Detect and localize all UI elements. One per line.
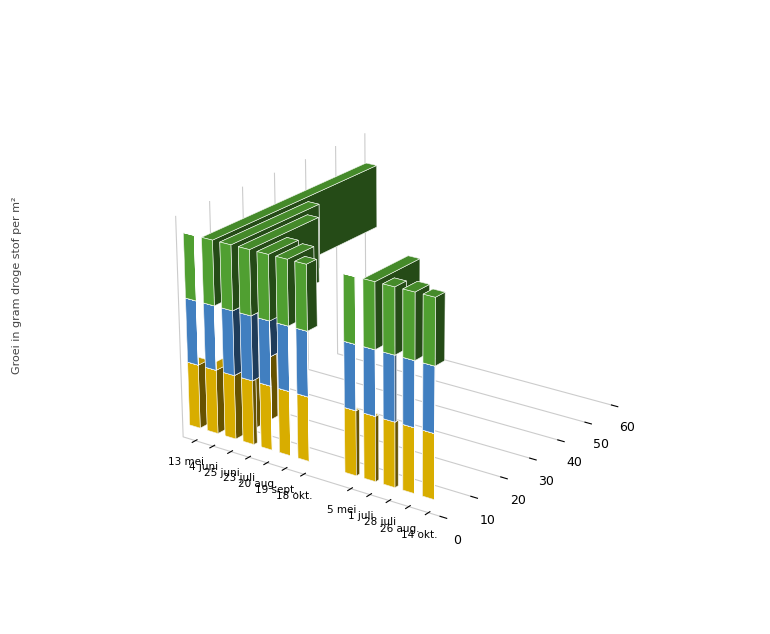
Text: Groei in gram droge stof per m²: Groei in gram droge stof per m²	[12, 197, 22, 374]
